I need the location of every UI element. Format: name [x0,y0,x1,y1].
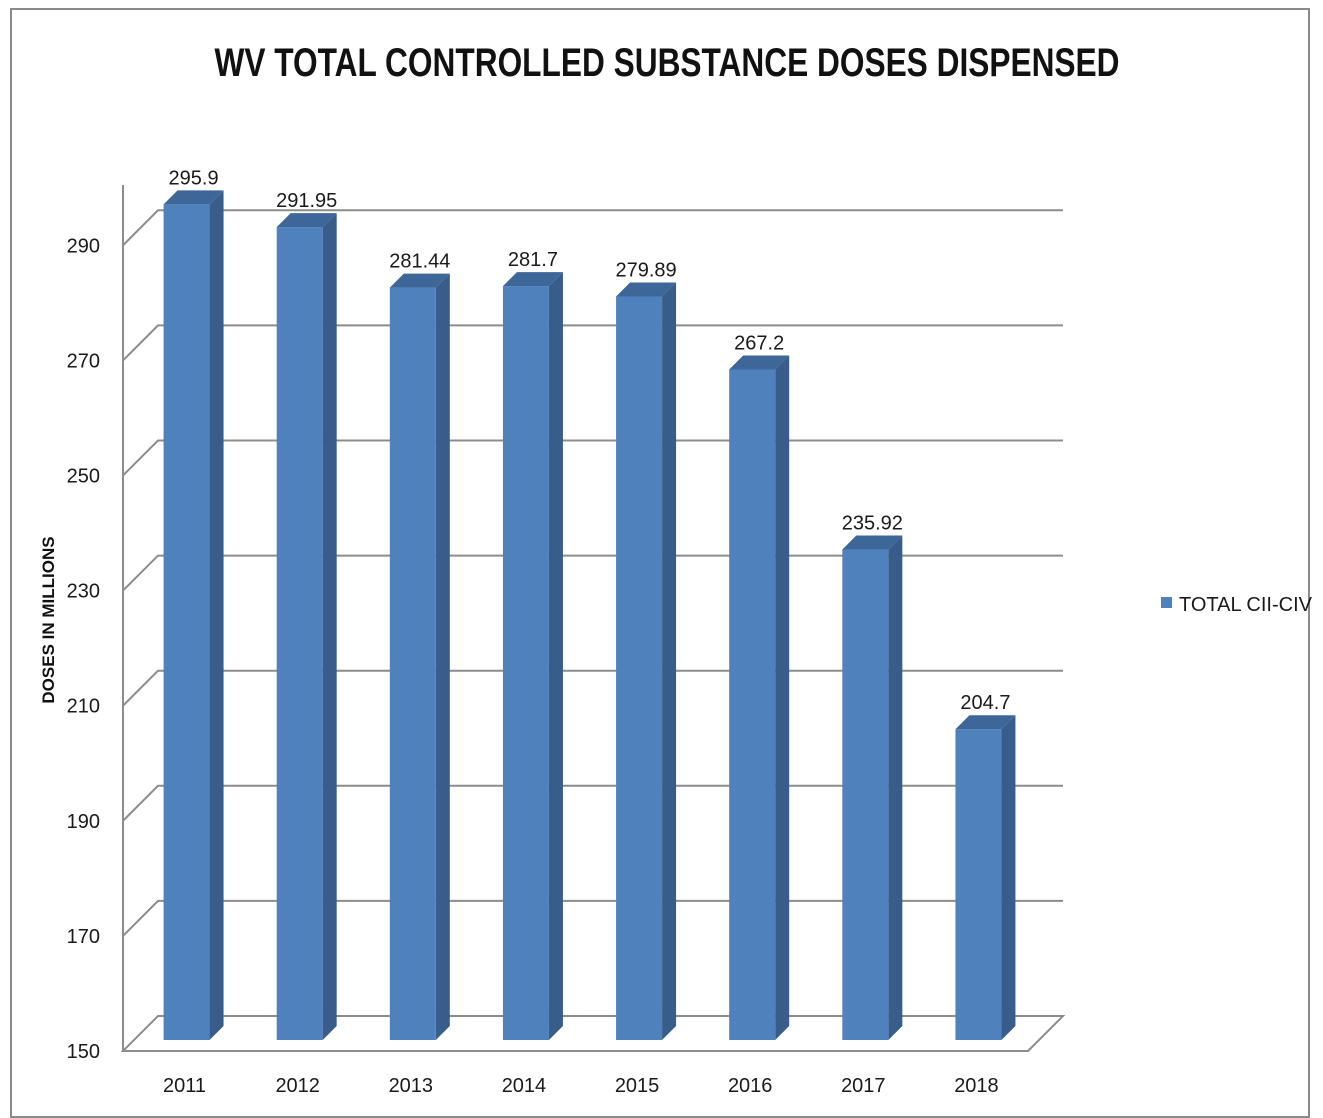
bar [842,535,903,1040]
bars-layer [163,190,1016,1041]
bar-side [209,190,224,1040]
bar-side [888,535,903,1040]
legend-swatch [1161,597,1172,608]
y-tick-label: 170 [67,926,100,948]
bar-front [616,296,663,1041]
bar-front [502,286,549,1040]
bar-top [955,715,1016,730]
x-tick-label: 2017 [841,1075,886,1097]
floor [120,1015,1066,1052]
bar-side [662,282,677,1041]
bar-front [842,549,889,1040]
bar-front [163,204,210,1040]
bar [955,715,1016,1040]
legend: TOTAL CII-CIV [1161,594,1313,616]
y-tick-label: 270 [67,350,100,372]
data-label: 204.7 [960,692,1010,714]
gridline [122,554,1063,592]
gridline [122,324,1063,362]
bar [389,273,450,1040]
bar-top [276,213,337,228]
chart-title: WV TOTAL CONTROLLED SUBSTANCE DOSES DISP… [215,41,1120,85]
bar-front [955,729,1002,1040]
grid-layer [120,185,1066,1052]
data-label: 267.2 [734,333,784,355]
gridline [122,899,1063,937]
bar [163,190,224,1040]
bar-top [616,282,677,297]
x-tick-label: 2013 [389,1075,434,1097]
gridline [122,209,1063,247]
data-label: 235.92 [842,513,903,535]
bar-front [276,227,323,1040]
bar-top [729,355,790,370]
x-tick-label: 2015 [615,1075,660,1097]
bar-front [389,287,436,1040]
data-label: 295.9 [169,167,219,189]
data-label: 281.7 [508,249,558,271]
x-tick-label: 2018 [954,1075,999,1097]
gridline [122,439,1063,477]
gridline [122,784,1063,822]
x-tick-label: 2012 [275,1075,320,1097]
labels-layer: 150 170 190 210 230 250 270 290 295.9 2011 291.95 2… [67,167,1011,1097]
bar [729,355,790,1040]
x-tick-label: 2011 [163,1075,206,1097]
data-label: 279.89 [615,259,676,281]
y-tick-label: 250 [67,466,100,488]
bar [276,213,337,1040]
y-tick-label: 150 [67,1041,100,1063]
y-tick-label: 210 [67,696,100,718]
bar-top [163,190,224,205]
y-tick-label: 230 [67,581,100,603]
legend-label: TOTAL CII-CIV [1179,594,1313,616]
bar [616,282,677,1041]
y-tick-label: 190 [67,811,100,833]
bar-side [1001,715,1016,1040]
gridline [122,669,1063,707]
y-tick-label: 290 [67,235,100,257]
bar [502,272,563,1040]
bar-top [502,272,563,287]
bar-top [842,535,903,550]
bar-side [548,272,563,1040]
x-tick-label: 2014 [502,1075,547,1097]
bar-top [389,273,450,288]
data-label: 291.95 [276,190,337,212]
y-axis-label: DOSES IN MILLIONS [39,536,58,703]
x-tick-label: 2016 [728,1075,773,1097]
bar-side [322,213,337,1040]
data-label: 281.44 [389,251,450,273]
bar-side [775,355,790,1040]
bar-front [729,369,776,1040]
bar-side [435,273,450,1040]
